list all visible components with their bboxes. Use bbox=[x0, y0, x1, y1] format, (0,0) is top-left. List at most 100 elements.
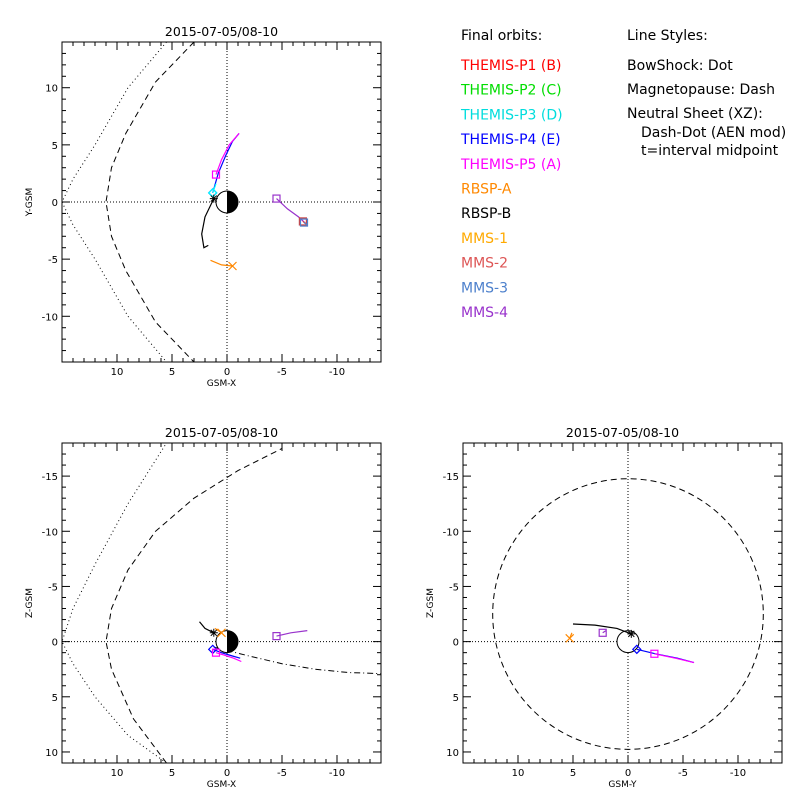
orbit-rbsp-b bbox=[201, 198, 215, 249]
orbit-rbsp-b bbox=[572, 623, 632, 635]
x-axis-label: GSM-X bbox=[207, 379, 236, 389]
x-axis-label: GSM-Y bbox=[608, 780, 637, 790]
magnetopause-curve bbox=[492, 478, 764, 750]
legend-orbits-title: Final orbits: bbox=[461, 28, 542, 44]
orbit-mms-3 bbox=[303, 222, 308, 226]
x-tick-label: 0 bbox=[224, 367, 230, 378]
legend-styles-title: Line Styles: bbox=[627, 28, 708, 44]
legend-style-midpoint: t=interval midpoint bbox=[641, 143, 779, 159]
marker-rbsp-a bbox=[228, 261, 237, 271]
panel-yz-plane: 10 5 0 -5 -10 -15 -10 -5 0 5 10 2015-07-05/08-10 GSM… bbox=[426, 425, 783, 790]
x-axis-label: GSM-X bbox=[207, 780, 236, 790]
y-tick-label: 10 bbox=[45, 84, 58, 95]
y-tick-label: -5 bbox=[48, 255, 58, 266]
legend-item-mms-3: MMS-3 bbox=[461, 280, 508, 296]
legend-style-bowshock: BowShock: Dot bbox=[627, 58, 733, 74]
earth-nightside-icon bbox=[227, 191, 238, 213]
marker-mms-3 bbox=[299, 218, 309, 227]
y-tick-label: -15 bbox=[42, 472, 58, 483]
y-axis-label: Z-GSM bbox=[426, 588, 436, 618]
x-tick-label: -5 bbox=[277, 367, 287, 378]
orbit-rbsp-b bbox=[199, 621, 215, 634]
marker-rbsp-a bbox=[565, 633, 575, 643]
x-tick-label: -5 bbox=[678, 768, 688, 779]
plot-area bbox=[62, 443, 381, 763]
chart-title: 2015-07-05/08-10 bbox=[165, 24, 278, 39]
legend-item-mms-2: MMS-2 bbox=[461, 256, 508, 272]
legend-item-rbsp-a: RBSP-A bbox=[461, 182, 512, 198]
orbit-themis-p4-e bbox=[212, 133, 240, 194]
earth-nightside-icon bbox=[227, 630, 238, 653]
x-tick-label: 10 bbox=[111, 768, 124, 779]
orbit-themis-p4-e bbox=[212, 648, 241, 659]
marker-themis-p5-a bbox=[650, 649, 659, 658]
panel-xz-plane: 10 5 0 -5 -10 -15 -10 -5 0 5 10 2015-07-05/08-10 GSM… bbox=[25, 425, 382, 790]
plot-area bbox=[463, 443, 782, 763]
x-tick-label: 0 bbox=[224, 768, 230, 779]
marker-mms-4 bbox=[272, 632, 281, 641]
y-tick-label: -10 bbox=[42, 312, 58, 323]
x-tick-label: 5 bbox=[169, 768, 175, 779]
x-tick-label: -5 bbox=[277, 768, 287, 779]
y-tick-label: 0 bbox=[52, 198, 58, 209]
legend-style-neutral-sheet: Neutral Sheet (XZ): bbox=[627, 106, 763, 122]
marker-themis-p5-a bbox=[211, 648, 221, 657]
y-tick-label: -5 bbox=[48, 582, 58, 593]
x-tick-label: 10 bbox=[512, 768, 525, 779]
marker-themis-p5-a bbox=[211, 170, 221, 179]
plot-area bbox=[62, 42, 381, 362]
legend-item-themis-p4-e: THEMIS-P4 (E) bbox=[460, 132, 561, 148]
marker-rbsp-a bbox=[217, 628, 226, 638]
legend-item-themis-p5-a: THEMIS-P5 (A) bbox=[460, 157, 561, 173]
x-tick-label: -10 bbox=[730, 768, 746, 779]
legend-item-themis-p2-c: THEMIS-P2 (C) bbox=[460, 83, 562, 99]
orbit-mms-4 bbox=[276, 630, 308, 637]
plot-frame bbox=[462, 442, 783, 764]
orbit-themis-p3-d bbox=[212, 183, 217, 194]
x-tick-label: 0 bbox=[625, 768, 631, 779]
orbit-rbsp-a bbox=[210, 259, 233, 267]
y-tick-label: 0 bbox=[453, 638, 459, 649]
y-tick-label: 5 bbox=[52, 141, 58, 152]
y-tick-label: 5 bbox=[52, 693, 58, 704]
x-tick-label: 5 bbox=[570, 768, 576, 779]
marker-themis-p4-e bbox=[631, 644, 642, 655]
legend-item-mms-1: MMS-1 bbox=[461, 231, 508, 247]
legend-style-dashdot: Dash-Dot (AEN mod) bbox=[641, 125, 786, 141]
legend-item-themis-p1-b: THEMIS-P1 (B) bbox=[460, 58, 561, 74]
chart-title: 2015-07-05/08-10 bbox=[566, 425, 679, 440]
y-tick-label: -15 bbox=[443, 472, 459, 483]
y-axis-label: Z-GSM bbox=[25, 588, 35, 618]
x-tick-label: 5 bbox=[169, 367, 175, 378]
legend-item-themis-p3-d: THEMIS-P3 (D) bbox=[460, 107, 563, 123]
marker-rbsp-b bbox=[627, 629, 636, 638]
legend: Final orbits: Line Styles: BowShock: Dot… bbox=[460, 28, 786, 321]
magnetopause-curve bbox=[105, 448, 283, 763]
x-tick-label: -10 bbox=[329, 768, 345, 779]
marker-rbsp-b bbox=[209, 628, 218, 637]
orbit-mms-4 bbox=[602, 630, 607, 634]
plot-frame bbox=[61, 442, 382, 764]
y-tick-label: -10 bbox=[443, 527, 459, 538]
marker-mms-4 bbox=[272, 194, 281, 203]
orbit-themis-p5-a bbox=[215, 133, 240, 175]
y-tick-label: 5 bbox=[453, 693, 459, 704]
y-tick-label: -5 bbox=[449, 582, 459, 593]
panel-xy-plane: 10 5 0 -5 -10 -10 -5 0 5 10 2015-07-05/08-10 GSM-X Y… bbox=[25, 24, 382, 389]
marker-mms-4 bbox=[598, 628, 607, 637]
legend-item-mms-4: MMS-4 bbox=[461, 305, 508, 321]
legend-item-rbsp-b: RBSP-B bbox=[461, 206, 511, 222]
y-tick-label: -10 bbox=[42, 527, 58, 538]
x-tick-label: -10 bbox=[329, 367, 345, 378]
y-tick-label: 0 bbox=[52, 638, 58, 649]
neutral-sheet-curve bbox=[213, 646, 381, 675]
magnetopause-curve bbox=[105, 42, 195, 362]
bow-shock-curve bbox=[62, 443, 167, 763]
legend-style-magnetopause: Magnetopause: Dash bbox=[627, 82, 775, 98]
orbit-themis-p5-a bbox=[654, 653, 695, 664]
orbit-mms-4 bbox=[276, 198, 308, 226]
y-axis-label: Y-GSM bbox=[25, 188, 35, 217]
chart-title: 2015-07-05/08-10 bbox=[165, 425, 278, 440]
y-tick-label: 10 bbox=[446, 748, 459, 759]
